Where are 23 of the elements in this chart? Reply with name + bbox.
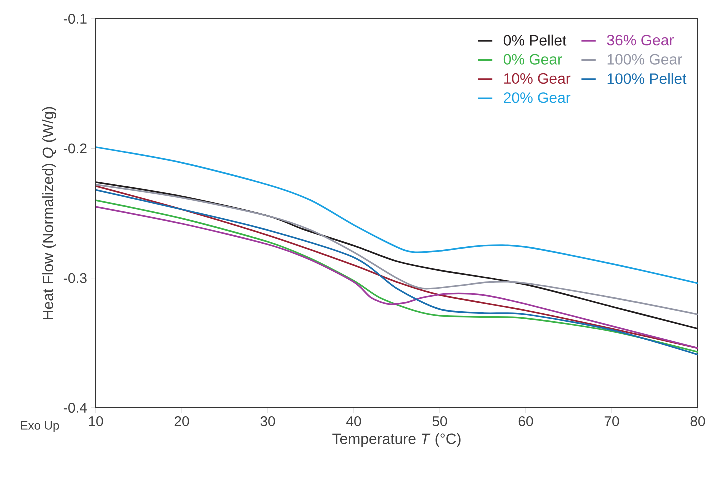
legend-label: 36% Gear — [607, 35, 674, 46]
x-tick-label: 70 — [604, 416, 620, 426]
x-tick-label: 30 — [260, 416, 276, 426]
y-tick-label: -0.4 — [64, 403, 88, 413]
y-tick-label: -0.3 — [64, 273, 87, 284]
y-tick-label: -0.1 — [64, 14, 87, 24]
line-series — [96, 146, 698, 284]
y-tick-label: -0.2 — [64, 144, 87, 154]
x-tick-label: 80 — [690, 416, 706, 426]
x-tick-label: 50 — [432, 416, 448, 426]
legend-label: 100% Gear — [608, 54, 682, 65]
x-tick-label: 10 — [89, 416, 104, 426]
legend-label: 100% Pellet — [608, 73, 687, 84]
text: Exo Up — [21, 422, 60, 432]
x-tick-label: 20 — [174, 416, 190, 426]
x-axis-title: Temperature T (°C) — [332, 433, 461, 448]
y-axis-title: Heat Flow (Normalized) Q (W/g) — [42, 107, 56, 320]
x-tick-label: 40 — [346, 416, 362, 426]
legend-label: 20% Gear — [504, 92, 571, 104]
legend-label: 0% Pellet — [504, 34, 567, 46]
x-tick-label: 60 — [518, 416, 534, 426]
legend-label: 0% Gear — [504, 54, 562, 65]
legend-label: 10% Gear — [504, 73, 571, 84]
